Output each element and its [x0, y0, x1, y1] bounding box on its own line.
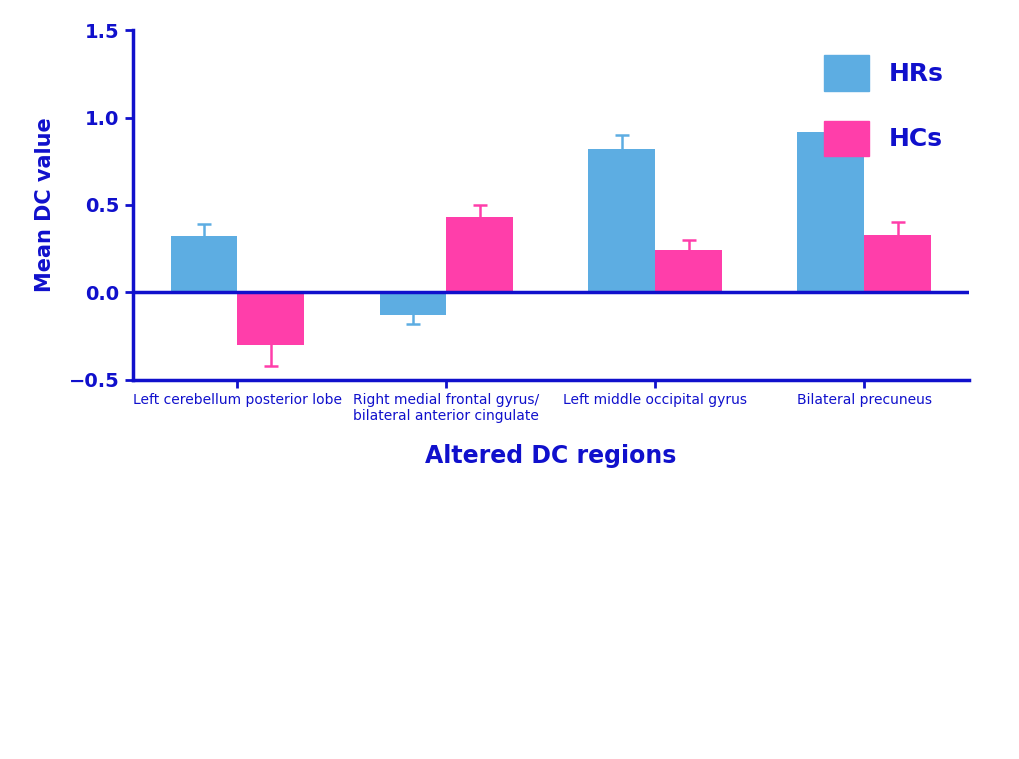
- Legend: HRs, HCs: HRs, HCs: [811, 43, 956, 168]
- Bar: [379, 292, 446, 315]
- Bar: [170, 236, 237, 292]
- Bar: [237, 292, 304, 345]
- Bar: [654, 250, 721, 292]
- Y-axis label: Mean DC value: Mean DC value: [35, 118, 55, 292]
- Bar: [797, 131, 863, 292]
- Bar: [588, 149, 654, 292]
- Bar: [863, 235, 930, 292]
- Bar: [446, 217, 513, 292]
- X-axis label: Altered DC regions: Altered DC regions: [425, 444, 676, 468]
